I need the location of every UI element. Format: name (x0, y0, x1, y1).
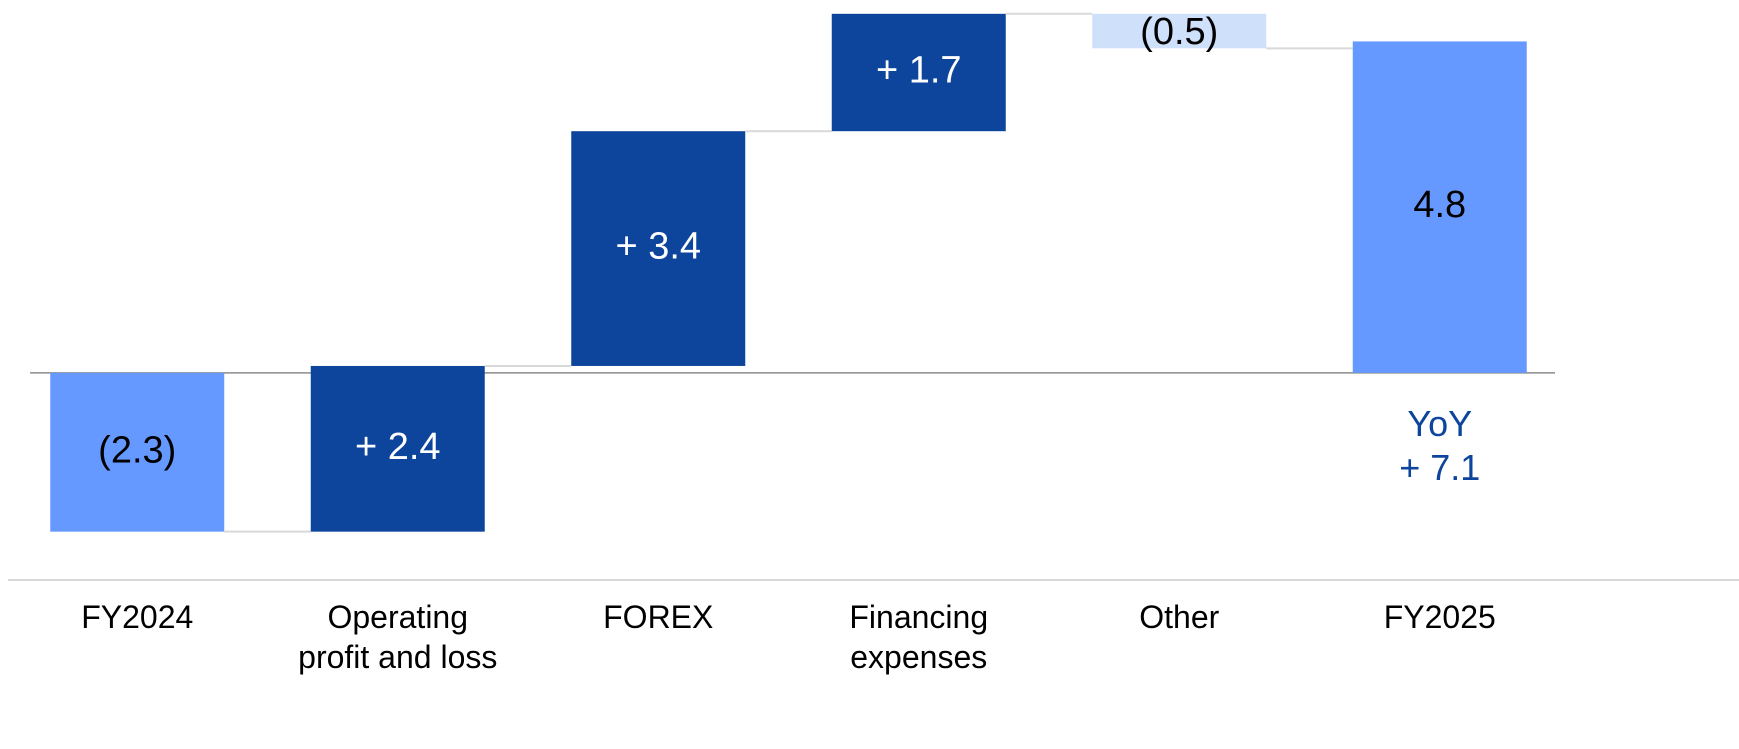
value-label: (2.3) (98, 429, 176, 471)
value-label: + 3.4 (615, 226, 701, 268)
annotation: YoY + 7.1 (1399, 403, 1481, 488)
bar (1352, 41, 1527, 373)
x-tick-label: Operating profit and loss (298, 599, 498, 675)
bar (571, 131, 746, 366)
bar (50, 372, 225, 532)
bar (310, 365, 485, 532)
x-tick-label: FY2025 (1383, 599, 1496, 635)
value-label: + 2.4 (355, 426, 441, 468)
value-label: 4.8 (1413, 184, 1466, 226)
value-label: + 1.7 (876, 50, 962, 92)
x-tick-label: Other (1139, 599, 1220, 635)
bar (1092, 13, 1267, 49)
value-label: (0.5) (1140, 11, 1218, 53)
x-tick-label: FOREX (603, 599, 714, 635)
bar (831, 13, 1006, 132)
x-tick-label: FY2024 (81, 599, 194, 635)
x-tick-label: Financing expenses (849, 599, 989, 675)
